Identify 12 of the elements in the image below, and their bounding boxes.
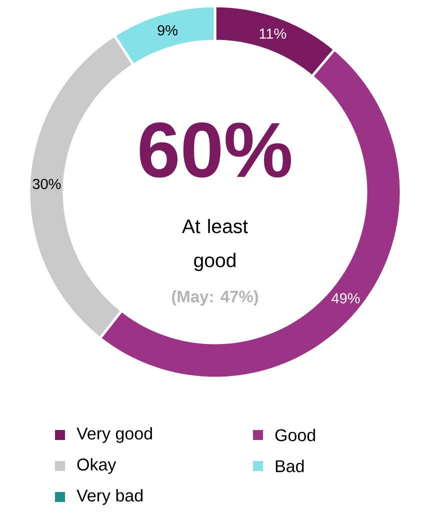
data-label: 30%: [32, 178, 61, 190]
legend-label: Okay: [77, 458, 116, 474]
data-label: 49%: [332, 293, 360, 304]
text: (May: 47%): [172, 290, 258, 306]
legend-label: Good: [275, 428, 316, 442]
text: At least good: [182, 218, 248, 272]
text: 60%: [140, 122, 291, 178]
legend-label: Very good: [76, 427, 152, 443]
data-label: 11%: [260, 28, 286, 39]
data-label: 9%: [158, 25, 178, 36]
legend-label: Very bad: [76, 489, 143, 505]
legend-label: Bad: [276, 460, 304, 472]
